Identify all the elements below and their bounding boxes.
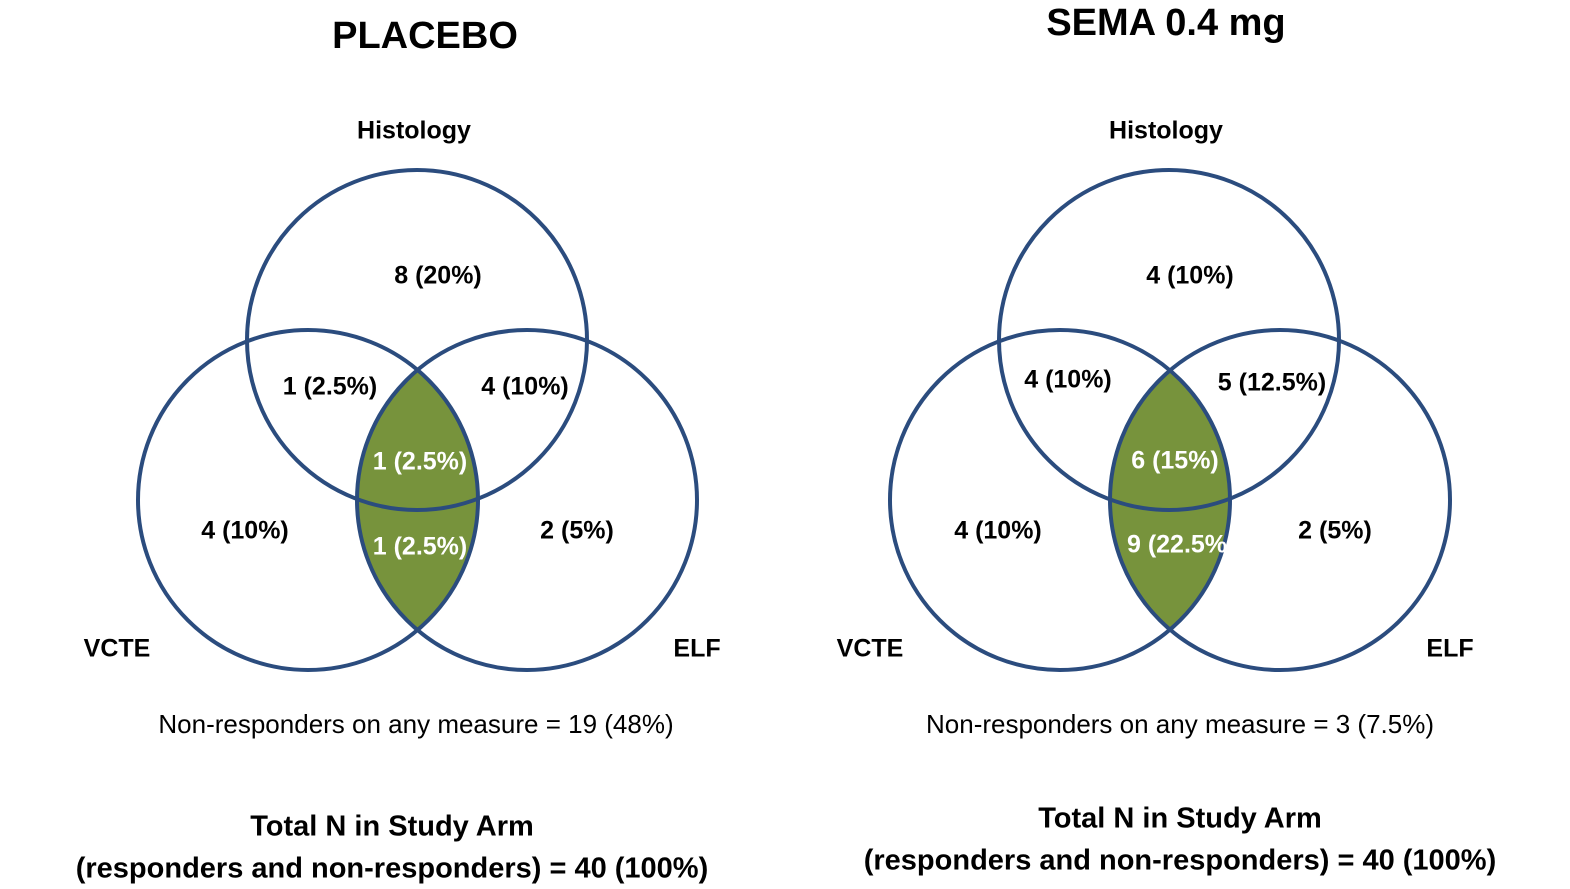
region-label: 2 (5%) [540,517,614,545]
set-label: Histology [1109,117,1223,145]
panel-title: PLACEBO [332,15,518,57]
non-responders: Non-responders on any measure = 3 (7.5%) [926,709,1434,739]
region-label: 6 (15%) [1131,447,1219,475]
region-label: 5 (12.5%) [1218,369,1326,397]
set-label: ELF [1426,635,1473,663]
region-label: 1 (2.5%) [373,448,467,476]
region-label: 2 (5%) [1298,517,1372,545]
panel-title: SEMA 0.4 mg [1046,2,1285,44]
region-label: 9 (22.5% [1127,531,1227,559]
intersection-highlight [1110,330,1230,670]
total-line: (responders and non-responders) = 40 (10… [864,845,1497,877]
elf-circle [355,328,699,672]
vcte-circle [888,328,1232,672]
intersection-highlight [357,330,478,670]
region-label: 1 (2.5%) [283,373,377,401]
panel-placebo: PLACEBO Histology VCTE ELF 8 (20%) 1 (2.… [76,15,721,885]
vcte-circle [136,328,480,672]
non-responders: Non-responders on any measure = 19 (48%) [158,709,673,739]
total-line: (responders and non-responders) = 40 (10… [76,853,709,885]
region-label: 8 (20%) [394,262,482,290]
region-label: 4 (10%) [1146,262,1234,290]
panel-sema: SEMA 0.4 mg Histology VCTE ELF 4 (10%) 4… [837,2,1497,877]
region-label: 4 (10%) [481,373,569,401]
total-line: Total N in Study Arm [250,811,534,843]
set-label: VCTE [84,635,151,663]
elf-circle [1108,328,1452,672]
region-label: 1 (2.5%) [373,533,467,561]
total-line: Total N in Study Arm [1038,803,1322,835]
region-label: 4 (10%) [954,517,1042,545]
set-label: Histology [357,117,471,145]
region-label: 4 (10%) [1024,366,1112,394]
set-label: ELF [673,635,720,663]
set-label: VCTE [837,635,904,663]
region-label: 4 (10%) [201,517,289,545]
